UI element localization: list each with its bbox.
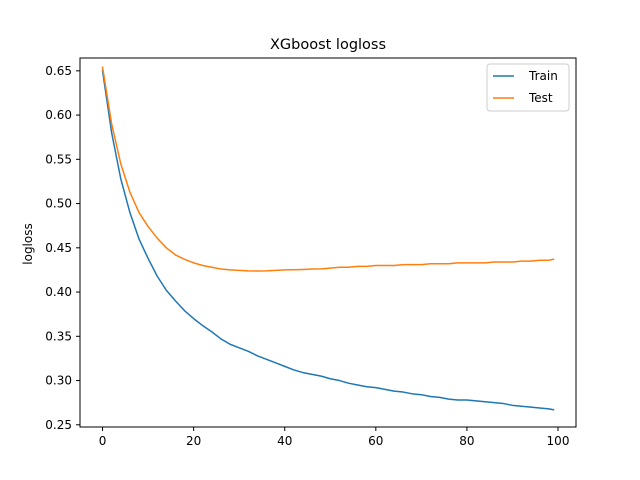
x-axis: 0 20 40 60 80 100	[99, 427, 570, 448]
x-tick-label: 60	[368, 434, 383, 448]
series-line-train	[101, 69, 555, 411]
y-tick-label: 0.60	[45, 108, 72, 122]
legend-label-test: Test	[528, 91, 553, 105]
plot-area	[80, 58, 576, 427]
x-tick-label: 100	[547, 434, 570, 448]
x-tick-label: 80	[459, 434, 474, 448]
y-tick-label: 0.55	[45, 152, 72, 166]
y-tick-label: 0.30	[45, 374, 72, 388]
y-tick-label: 0.25	[45, 418, 72, 432]
y-axis: 0.25 0.30 0.35 0.40 0.45 0.50 0.55 0.60 0.65	[45, 64, 80, 432]
series-line-test	[101, 66, 555, 272]
y-tick-label: 0.65	[45, 64, 72, 78]
y-tick-label: 0.45	[45, 241, 72, 255]
y-tick-label: 0.35	[45, 329, 72, 343]
x-tick-label: 40	[277, 434, 292, 448]
chart-title: XGboost logloss	[270, 37, 386, 53]
plot-border	[79, 57, 577, 428]
plot-background	[80, 58, 576, 427]
x-tick-label: 0	[99, 434, 107, 448]
y-tick-label: 0.40	[45, 285, 72, 299]
legend: Train Test	[486, 63, 570, 112]
plot-frame	[79, 57, 577, 428]
series-layer	[101, 66, 555, 411]
legend-label-train: Train	[528, 69, 558, 83]
x-tick-label: 20	[186, 434, 201, 448]
y-tick-label: 0.50	[45, 197, 72, 211]
y-axis-label: logloss	[21, 223, 35, 264]
